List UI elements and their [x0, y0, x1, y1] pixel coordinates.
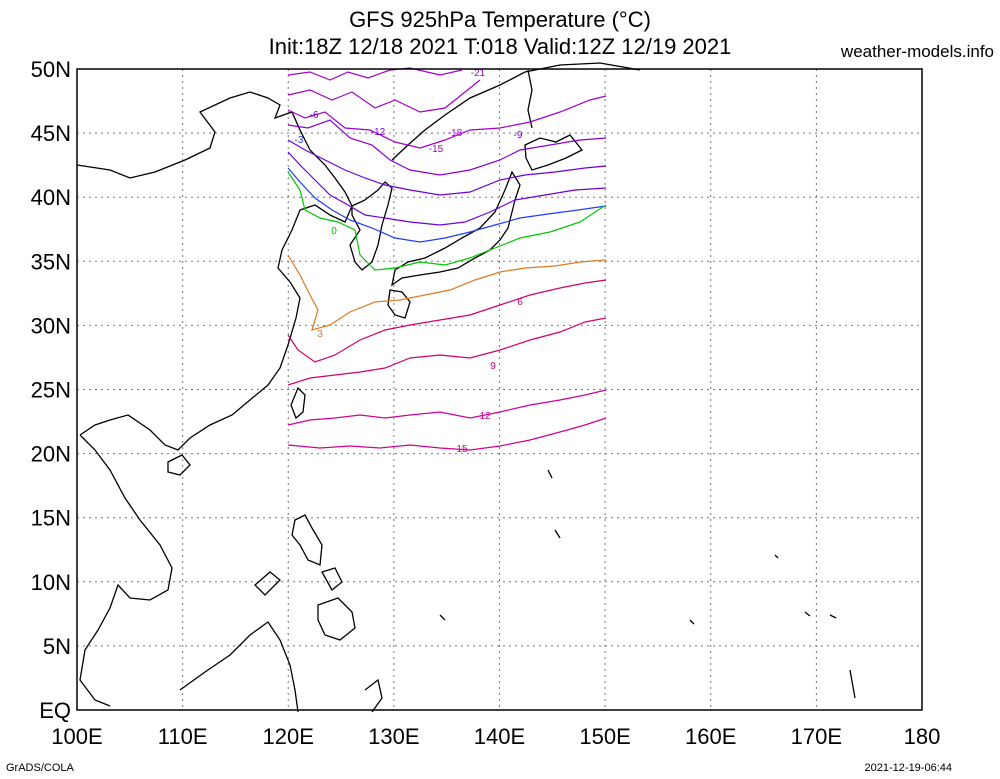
coastline-hokkaido — [524, 134, 584, 171]
lon-tick-label: 130E — [368, 724, 419, 749]
lon-tick-label: 100E — [51, 724, 102, 749]
lon-tick-label: 120E — [263, 724, 314, 749]
footer-software: GrADS/COLA — [6, 762, 74, 774]
coastline-russia-east — [391, 62, 641, 161]
chart-subtitle: Init:18Z 12/18 2021 T:018 Valid:12Z 12/1… — [268, 34, 732, 59]
contour-line — [287, 254, 607, 331]
axis-ticks: 100E 110E 120E 130E 140E 150E 160E 170E 180 EQ 5N 1… — [31, 57, 941, 749]
lat-tick-label: 20N — [31, 442, 71, 467]
contour-label: -12 — [371, 127, 386, 138]
contour-line — [287, 119, 607, 176]
contour-line — [287, 139, 607, 196]
contour-label: -21 — [471, 68, 486, 79]
coastline-visayas — [321, 567, 343, 591]
lon-tick-label: 140E — [474, 724, 525, 749]
contour-line — [287, 167, 607, 243]
contour-label: -6 — [310, 110, 319, 121]
lon-tick-label: 160E — [685, 724, 736, 749]
lon-tick-label: 150E — [579, 724, 630, 749]
contour-label: 15 — [456, 444, 468, 455]
temperature-contours: -21 -18 -15 -12 -9 -6 -3 0 3 6 9 12 15 — [287, 67, 607, 455]
contour-label: 9 — [490, 361, 496, 372]
coastline-luzon — [291, 514, 323, 566]
lat-tick-label: 25N — [31, 378, 71, 403]
contour-label: -15 — [429, 144, 444, 155]
contour-line — [287, 79, 481, 113]
contour-line — [287, 171, 607, 271]
lat-tick-label: 40N — [31, 185, 71, 210]
coastlines — [76, 62, 856, 713]
lon-tick-label: 110E — [158, 724, 208, 749]
lon-tick-label: 170E — [791, 724, 842, 749]
lat-tick-label: 10N — [31, 570, 71, 595]
contour-line — [287, 67, 463, 81]
contour-line — [287, 151, 607, 226]
coastline-borneo — [179, 621, 299, 713]
lat-tick-label: 30N — [31, 313, 71, 338]
contour-label: -9 — [514, 130, 523, 141]
contour-label: 0 — [331, 226, 337, 237]
contour-line — [287, 317, 607, 386]
grid-lines — [77, 69, 922, 710]
coastline-honshu — [391, 170, 521, 287]
contour-line — [287, 95, 607, 149]
contour-label: 12 — [479, 411, 491, 422]
coastline-sulawesi — [364, 678, 383, 713]
coastline-hainan — [167, 454, 191, 476]
coastline-pacific-islets — [439, 469, 856, 699]
contour-label: 3 — [317, 329, 323, 340]
coastline-indochina — [79, 434, 173, 707]
lat-tick-label: 45N — [31, 121, 71, 146]
coastline-kyushu — [387, 289, 411, 319]
lat-tick-label: 50N — [31, 57, 71, 82]
contour-line — [287, 279, 607, 363]
contour-label: -18 — [448, 128, 463, 139]
coastline-mindanao — [317, 597, 356, 641]
contour-label: 6 — [517, 297, 523, 308]
plot-border — [76, 68, 923, 711]
contour-line — [287, 389, 607, 426]
source-site: weather-models.info — [840, 42, 994, 61]
contour-line — [287, 417, 607, 451]
lat-tick-label: 35N — [31, 249, 71, 274]
plot-frame — [76, 68, 923, 711]
coastline-asia-mainland — [76, 91, 353, 451]
lat-tick-label: EQ — [39, 698, 71, 723]
lat-tick-label: 5N — [43, 634, 71, 659]
coastline-taiwan — [290, 386, 306, 420]
lat-tick-label: 15N — [31, 506, 71, 531]
coastline-sakhalin — [527, 69, 533, 129]
chart-title: GFS 925hPa Temperature (°C) — [349, 7, 651, 32]
coastline-korea — [349, 181, 393, 271]
coastline-palawan — [254, 571, 281, 596]
contour-label: -3 — [295, 135, 304, 146]
footer-timestamp: 2021-12-19-06:44 — [864, 762, 952, 774]
lon-tick-label: 180 — [904, 724, 941, 749]
